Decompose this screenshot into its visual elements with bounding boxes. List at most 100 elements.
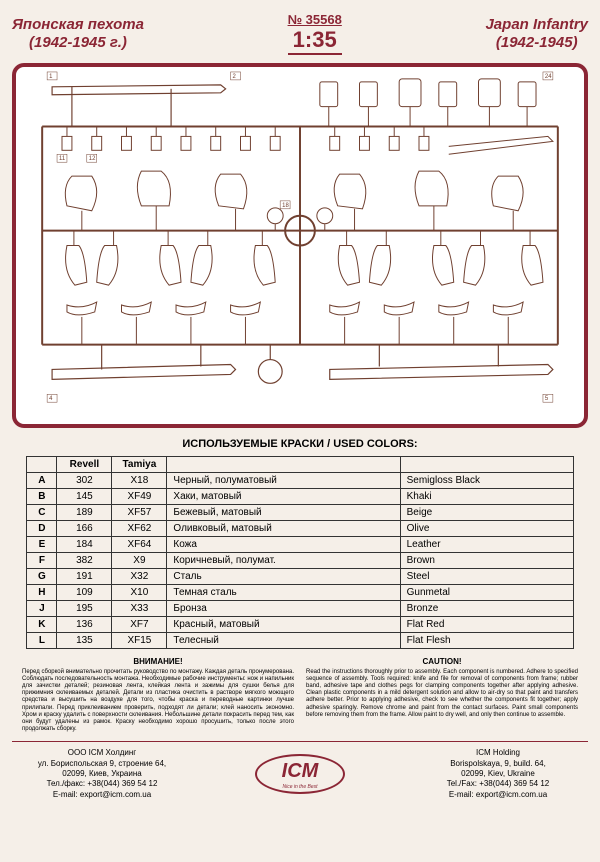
table-cell: 191 xyxy=(57,569,112,585)
ru-tel: Тел./факс: +38(044) 369 54 12 xyxy=(12,779,192,789)
table-cell: E xyxy=(27,537,57,553)
warning-ru: ВНИМАНИЕ! Перед сборкой внимательно проч… xyxy=(22,657,294,733)
years-ru: (1942-1945 г.) xyxy=(12,34,144,52)
col-revell: Revell xyxy=(57,457,112,473)
warning-en: CAUTION! Read the instructions thoroughl… xyxy=(306,657,578,733)
table-cell: 166 xyxy=(57,521,112,537)
sprue-diagram: 1 2 24 11 12 18 4 5 xyxy=(12,63,588,428)
title-ru-text: Японская пехота xyxy=(12,16,144,34)
ru-city: 02099, Киев, Украина xyxy=(12,769,192,779)
en-address: Borispolskaya, 9, build. 64, xyxy=(408,759,588,769)
footer-ru: ООО ICM Холдинг ул. Бориспольская 9, стр… xyxy=(12,748,192,800)
table-cell: K xyxy=(27,617,57,633)
en-email: E-mail: export@icm.com.ua xyxy=(408,790,588,800)
table-row: E184XF64КожаLeather xyxy=(27,537,573,553)
table-row: H109X10Темная стальGunmetal xyxy=(27,585,573,601)
table-cell: X32 xyxy=(112,569,167,585)
table-cell: J xyxy=(27,601,57,617)
table-cell: L xyxy=(27,633,57,649)
table-cell: G xyxy=(27,569,57,585)
table-cell: Оливковый, матовый xyxy=(167,521,400,537)
footer: ООО ICM Холдинг ул. Бориспольская 9, стр… xyxy=(12,741,588,800)
table-cell: 302 xyxy=(57,473,112,489)
table-cell: Khaki xyxy=(400,489,573,505)
table-cell: Leather xyxy=(400,537,573,553)
table-cell: Черный, полуматовый xyxy=(167,473,400,489)
colors-table: Revell Tamiya A302X18Черный, полуматовый… xyxy=(26,456,573,649)
warning-en-title: CAUTION! xyxy=(306,657,578,667)
table-cell: Brown xyxy=(400,553,573,569)
table-cell: X10 xyxy=(112,585,167,601)
table-row: D166XF62Оливковый, матовыйOlive xyxy=(27,521,573,537)
table-cell: Semigloss Black xyxy=(400,473,573,489)
title-en-text: Japan Infantry xyxy=(485,16,588,34)
table-cell: Телесный xyxy=(167,633,400,649)
warning-ru-title: ВНИМАНИЕ! xyxy=(22,657,294,667)
table-cell: 136 xyxy=(57,617,112,633)
table-cell: XF49 xyxy=(112,489,167,505)
table-cell: Steel xyxy=(400,569,573,585)
svg-text:4: 4 xyxy=(49,396,53,402)
en-tel: Tel./Fax: +38(044) 369 54 12 xyxy=(408,779,588,789)
table-row: C189XF57Бежевый, матовыйBeige xyxy=(27,505,573,521)
table-row: F382X9Коричневый, полумат.Brown xyxy=(27,553,573,569)
table-cell: Сталь xyxy=(167,569,400,585)
table-row: A302X18Черный, полуматовыйSemigloss Blac… xyxy=(27,473,573,489)
col-code xyxy=(27,457,57,473)
table-cell: Темная сталь xyxy=(167,585,400,601)
title-en: Japan Infantry (1942-1945) xyxy=(485,16,588,52)
header-center: № 35568 1:35 xyxy=(288,12,342,55)
svg-text:12: 12 xyxy=(89,156,96,162)
warning-ru-text: Перед сборкой внимательно прочитать руко… xyxy=(22,669,294,734)
table-cell: 184 xyxy=(57,537,112,553)
svg-text:18: 18 xyxy=(282,203,289,209)
table-cell: XF7 xyxy=(112,617,167,633)
table-cell: 109 xyxy=(57,585,112,601)
table-cell: XF64 xyxy=(112,537,167,553)
table-cell: Красный, матовый xyxy=(167,617,400,633)
table-cell: Коричневый, полумат. xyxy=(167,553,400,569)
table-cell: D xyxy=(27,521,57,537)
table-cell: Beige xyxy=(400,505,573,521)
en-company: ICM Holding xyxy=(408,748,588,758)
years-en: (1942-1945) xyxy=(485,34,588,52)
table-cell: F xyxy=(27,553,57,569)
table-cell: Bronze xyxy=(400,601,573,617)
header: Японская пехота (1942-1945 г.) № 35568 1… xyxy=(12,12,588,55)
table-row: J195X33БронзаBronze xyxy=(27,601,573,617)
table-cell: A xyxy=(27,473,57,489)
table-cell: Olive xyxy=(400,521,573,537)
table-cell: B xyxy=(27,489,57,505)
ru-email: E-mail: export@icm.com.ua xyxy=(12,790,192,800)
table-cell: Flat Flesh xyxy=(400,633,573,649)
footer-en: ICM Holding Borispolskaya, 9, build. 64,… xyxy=(408,748,588,800)
sprue-svg: 1 2 24 11 12 18 4 5 xyxy=(16,67,584,424)
table-cell: XF15 xyxy=(112,633,167,649)
table-cell: X33 xyxy=(112,601,167,617)
title-ru: Японская пехота (1942-1945 г.) xyxy=(12,16,144,52)
table-cell: XF57 xyxy=(112,505,167,521)
col-en xyxy=(400,457,573,473)
model-number: № 35568 xyxy=(288,12,342,27)
table-cell: 189 xyxy=(57,505,112,521)
table-cell: H xyxy=(27,585,57,601)
table-cell: Бежевый, матовый xyxy=(167,505,400,521)
table-cell: 135 xyxy=(57,633,112,649)
svg-text:24: 24 xyxy=(545,74,552,80)
table-cell: X18 xyxy=(112,473,167,489)
svg-text:1: 1 xyxy=(49,74,53,80)
table-cell: Gunmetal xyxy=(400,585,573,601)
table-header-row: Revell Tamiya xyxy=(27,457,573,473)
col-tamiya: Tamiya xyxy=(112,457,167,473)
svg-text:11: 11 xyxy=(59,156,66,162)
col-ru xyxy=(167,457,400,473)
svg-text:2: 2 xyxy=(233,74,236,80)
table-cell: Хаки, матовый xyxy=(167,489,400,505)
table-cell: X9 xyxy=(112,553,167,569)
table-row: B145XF49Хаки, матовыйKhaki xyxy=(27,489,573,505)
svg-text:5: 5 xyxy=(545,396,549,402)
logo-sub: Nice in the Best xyxy=(282,784,317,791)
table-cell: Flat Red xyxy=(400,617,573,633)
warnings: ВНИМАНИЕ! Перед сборкой внимательно проч… xyxy=(12,657,588,733)
table-row: L135XF15ТелесныйFlat Flesh xyxy=(27,633,573,649)
